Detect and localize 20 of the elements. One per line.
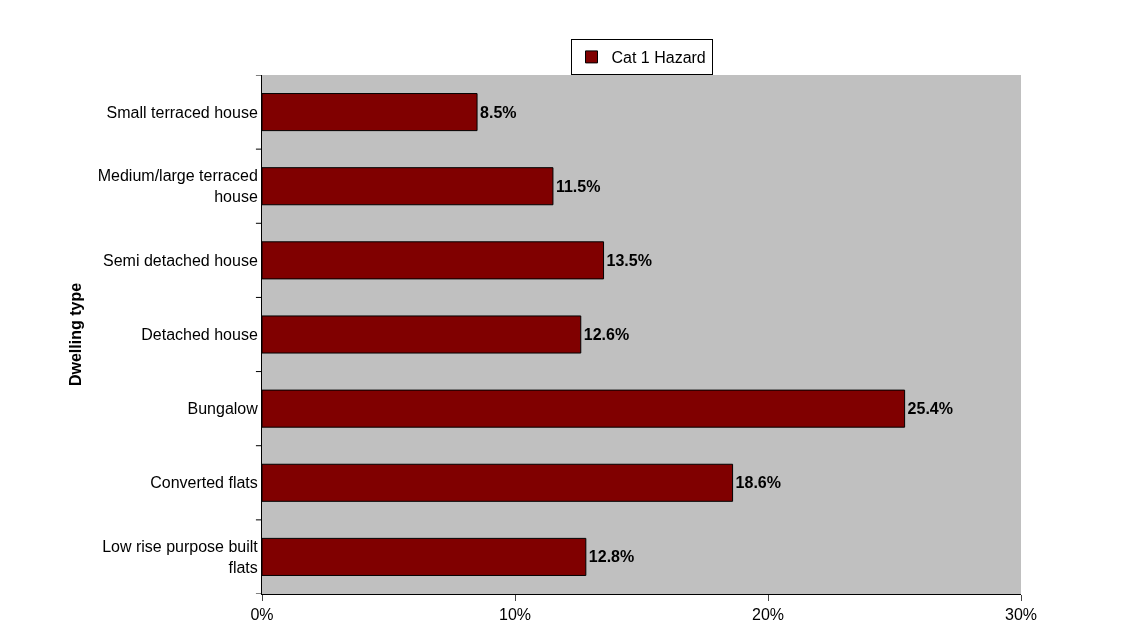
- data-label: 13.5%: [606, 251, 652, 269]
- y-tick-label: Low rise purpose built flats: [102, 538, 259, 576]
- data-label: 12.6%: [583, 326, 630, 343]
- y-tick-label: Semi detached house: [103, 251, 258, 269]
- data-label: 18.6%: [735, 474, 781, 492]
- y-tick-label: Bungalow: [187, 400, 259, 418]
- data-label: 25.4%: [907, 400, 953, 418]
- data-label: 11.5%: [555, 177, 601, 195]
- x-tick-label: 30%: [1004, 606, 1038, 624]
- x-tick-label: 20%: [751, 606, 785, 624]
- y-tick-label: Detached house: [141, 326, 258, 344]
- x-tick-label: 0%: [250, 606, 274, 624]
- y-tick-label: Converted flats: [150, 474, 258, 492]
- data-label: 12.8%: [588, 548, 635, 566]
- x-tick-label: 10%: [498, 606, 532, 624]
- y-axis-title: Dwelling type: [66, 282, 84, 387]
- data-label: 8.5%: [480, 103, 517, 121]
- legend-label: Cat 1 Hazard: [611, 49, 706, 67]
- y-tick-label: Small terraced house: [106, 103, 258, 121]
- y-tick-label: Medium/large terraced house: [97, 167, 258, 206]
